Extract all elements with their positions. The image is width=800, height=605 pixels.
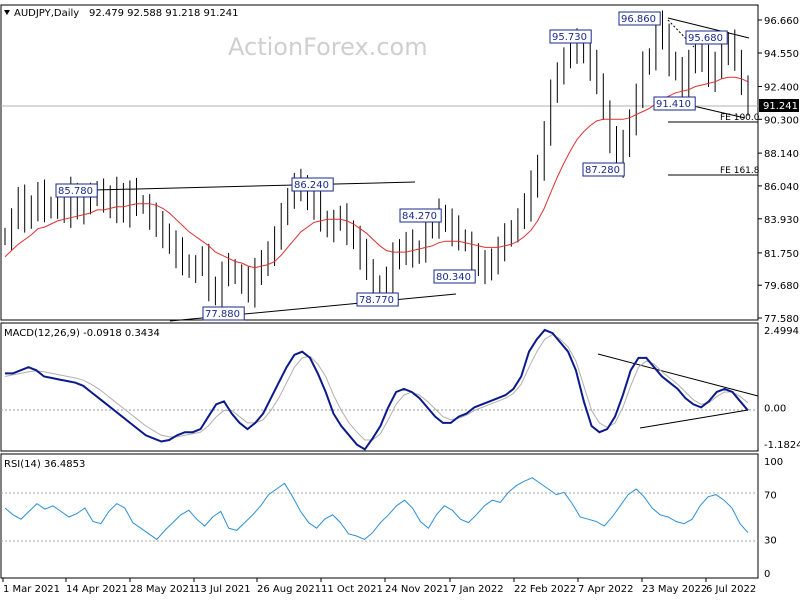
x-tick-label: 28 May 2021	[130, 584, 195, 595]
x-tick-label: 14 Apr 2021	[66, 584, 128, 595]
annotation-box	[653, 96, 696, 111]
price-header: AUDJPY,Daily 92.479 92.588 91.218 91.241	[4, 8, 239, 19]
annotation-label: 80.340	[436, 272, 471, 283]
trendline-channel-top	[667, 17, 750, 39]
x-tick-label: 22 Feb 2022	[514, 584, 576, 595]
rsi-y-tick-label: 100	[764, 457, 783, 468]
y-tick-label: 90.300	[764, 115, 799, 126]
macd-lines	[4, 328, 749, 451]
price-panel-frame	[0, 4, 759, 321]
x-tick-label: 26 Aug 2021	[257, 584, 321, 595]
annotation-box	[202, 306, 245, 321]
x-tick-label: 13 Jul 2021	[194, 584, 251, 595]
annotation-box	[433, 269, 476, 284]
current-price-value: 91.241	[763, 101, 798, 112]
rsi-title: RSI(14) 36.4853	[4, 459, 85, 470]
y-tick-label: 94.550	[764, 49, 799, 60]
x-tick-label: 24 Nov 2021	[385, 584, 449, 595]
signal-line	[4, 334, 749, 441]
macd-trendline-top	[597, 353, 759, 397]
annotation-label: 84.270	[402, 211, 437, 222]
annotation-label: 86.240	[294, 180, 329, 191]
ohlc-values: 92.479 92.588 91.218 91.241	[89, 8, 239, 19]
annotation-label: 91.410	[656, 99, 691, 110]
rsi-y-tick-label: 70	[764, 491, 777, 502]
annotation-box	[356, 292, 399, 307]
y-tick-label: 86.040	[764, 182, 799, 193]
y-tick-label: 81.750	[764, 249, 799, 260]
annotation-label: 77.880	[205, 309, 240, 320]
annotation-label: 78.770	[359, 295, 394, 306]
ma-line	[4, 76, 749, 269]
annotation-box	[291, 177, 334, 192]
price-annotations: 85.780 86.240 77.880 78.770 84.270 80.340 95.7…	[55, 11, 728, 321]
rsi-y-tick-label: 30	[764, 535, 777, 546]
annotation-label: 95.730	[552, 32, 587, 43]
symbol-label: AUDJPY,Daily	[14, 8, 79, 19]
y-tick-label: 79.680	[764, 281, 799, 292]
annotation-box	[582, 162, 625, 177]
annotation-label: 96.860	[621, 14, 656, 25]
current-price-tag: 91.241	[759, 99, 799, 112]
annotation-label: 95.680	[688, 33, 723, 44]
macd-y-tick-label: 0.00	[764, 403, 786, 414]
rsi-y-axis: 100 70 30 0	[764, 457, 783, 580]
x-tick-label: 23 May 2022	[642, 584, 707, 595]
macd-y-axis: 2.4994 0.00 -1.1824	[764, 326, 800, 451]
macd-y-tick-label: 2.4994	[764, 326, 799, 337]
x-tick-label: 7 Jan 2022	[450, 584, 504, 595]
annotation-label: 85.780	[58, 186, 93, 197]
collapse-triangle-icon[interactable]	[4, 10, 10, 15]
annotation-box	[55, 183, 98, 198]
rsi-line	[4, 477, 749, 541]
annotation-box	[399, 208, 442, 223]
x-tick-label: 7 Apr 2022	[578, 584, 633, 595]
price-moving-average	[4, 76, 749, 269]
rsi-panel-frame	[0, 453, 759, 579]
watermark: ActionForex.com	[228, 33, 428, 61]
fe-161-label: FE 161.8	[720, 166, 760, 176]
macd-line	[5, 328, 749, 451]
macd-trendline-bottom	[639, 409, 749, 429]
rsi-path	[4, 477, 749, 541]
y-tick-label: 83.930	[764, 215, 799, 226]
y-tick-label: 96.660	[764, 16, 799, 27]
price-y-axis: 96.660 94.550 92.400 90.300 88.140 86.040 83.9…	[758, 16, 799, 325]
y-tick-label: 77.580	[764, 314, 799, 325]
macd-panel-frame	[0, 322, 759, 452]
x-tick-label: 6 Jul 2022	[706, 584, 756, 595]
macd-title: MACD(12,26,9) -0.0918 0.3434	[4, 328, 160, 339]
annotation-box	[618, 11, 661, 26]
fe-100-label: FE 100.0	[720, 113, 760, 123]
trendline-top	[94, 181, 416, 191]
macd-y-tick-label: -1.1824	[764, 440, 800, 451]
annotation-box	[685, 30, 728, 45]
annotation-label: 87.280	[585, 165, 620, 176]
x-tick-label: 11 Oct 2021	[321, 584, 383, 595]
x-tick-label: 1 Mar 2021	[3, 584, 60, 595]
y-tick-label: 88.140	[764, 149, 799, 160]
annotation-box	[549, 29, 592, 44]
rsi-y-tick-label: 0	[764, 569, 770, 580]
y-tick-label: 92.400	[764, 83, 799, 94]
